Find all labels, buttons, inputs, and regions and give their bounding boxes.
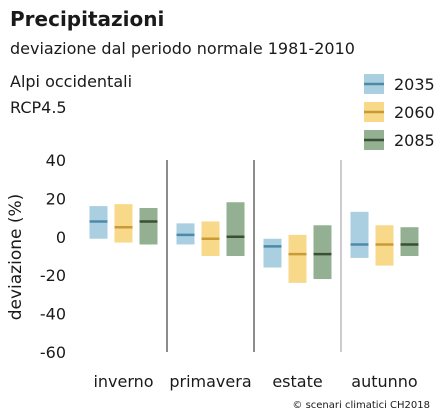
range-box-2060-estate (288, 234, 307, 283)
x-axis-ticks: inverno primavera estate autunno (93, 372, 417, 391)
legend-label-2060: 2060 (394, 103, 435, 122)
legend-label-2085: 2085 (394, 131, 435, 150)
x-tick-label: autunno (351, 372, 417, 391)
y-tick-label: -60 (40, 343, 66, 362)
x-tick-label: inverno (93, 372, 153, 391)
scenario-label: RCP4.5 (10, 98, 67, 117)
range-box-2085-autunno (400, 227, 419, 256)
y-axis-label: deviazione (%) (6, 194, 26, 321)
range-box-2035-autunno (350, 211, 369, 258)
y-tick-label: 40 (46, 151, 66, 170)
plot-area (89, 202, 419, 283)
range-box-2085-inverno (139, 208, 158, 245)
source-credit: © scenari climatici CH2018 (292, 400, 430, 411)
y-tick-label: 20 (46, 189, 66, 208)
range-box-2060-inverno (114, 204, 133, 243)
y-tick-label: 0 (56, 228, 66, 247)
range-box-2085-estate (313, 225, 332, 280)
x-tick-label: primavera (169, 372, 251, 391)
range-box-2085-primavera (226, 202, 245, 256)
x-tick-label: estate (272, 372, 322, 391)
y-tick-label: -40 (40, 305, 66, 324)
chart-subtitle: deviazione dal periodo normale 1981-2010 (10, 39, 355, 58)
legend-label-2035: 2035 (394, 75, 435, 94)
chart-title: Precipitazioni (10, 7, 164, 31)
y-axis-ticks: -60 -40 -20 0 20 40 (40, 151, 66, 362)
legend: 2035 2060 2085 (364, 74, 435, 150)
y-tick-label: -20 (40, 266, 66, 285)
season-separators (166, 160, 342, 352)
range-box-2035-estate (263, 238, 282, 268)
region-label: Alpi occidentali (10, 72, 132, 91)
